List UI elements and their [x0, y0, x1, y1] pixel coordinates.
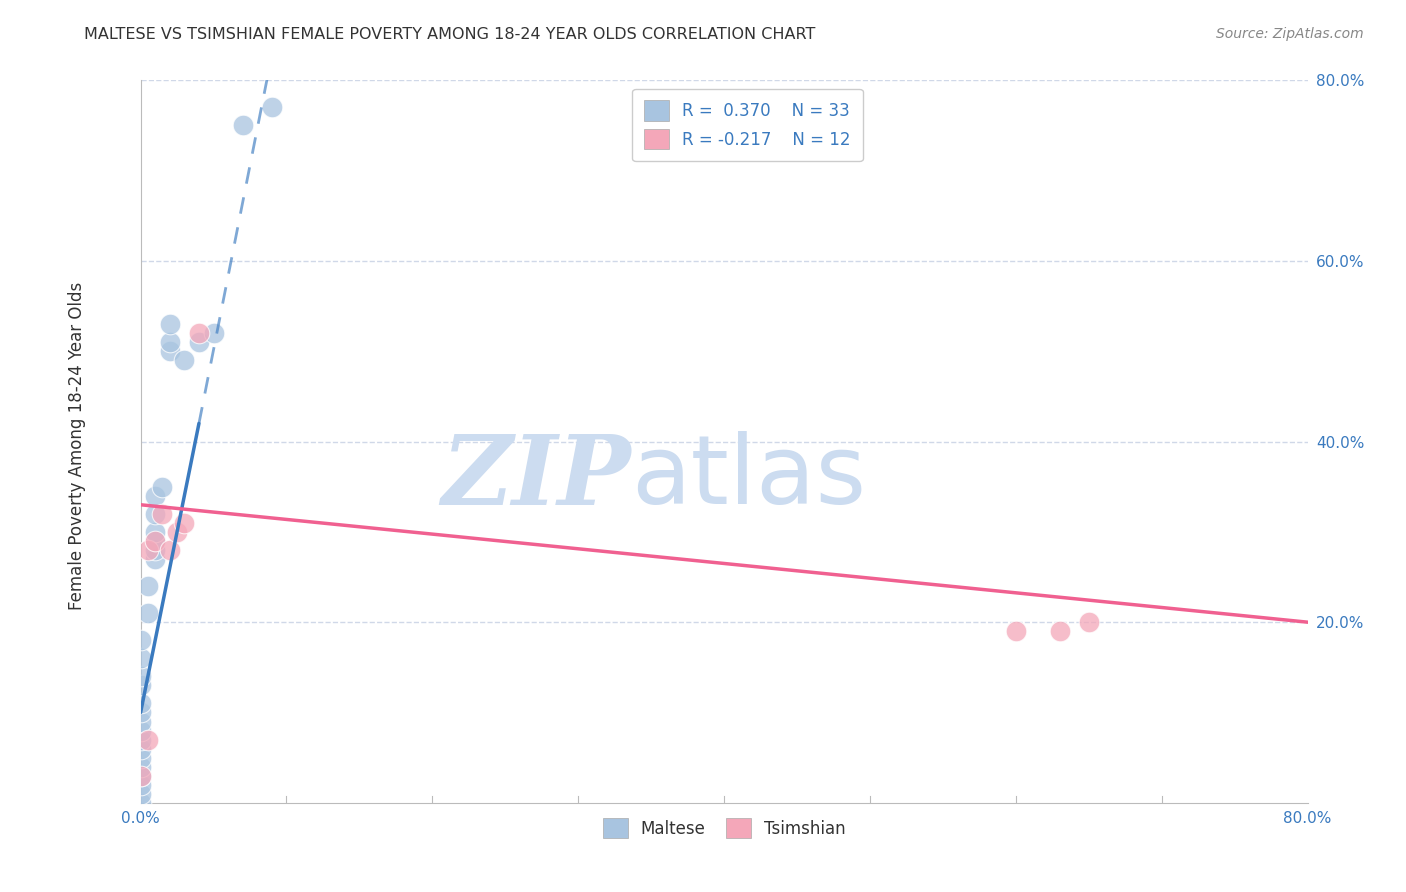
- Point: [159, 344, 181, 359]
- Point: [129, 796, 152, 810]
- Text: MALTESE VS TSIMSHIAN FEMALE POVERTY AMONG 18-24 YEAR OLDS CORRELATION CHART: MALTESE VS TSIMSHIAN FEMALE POVERTY AMON…: [84, 27, 815, 42]
- Text: Female Poverty Among 18-24 Year Olds: Female Poverty Among 18-24 Year Olds: [69, 282, 86, 610]
- Point: [129, 732, 152, 747]
- Point: [152, 480, 174, 494]
- Point: [129, 723, 152, 738]
- Point: [260, 100, 283, 114]
- Text: Source: ZipAtlas.com: Source: ZipAtlas.com: [1216, 27, 1364, 41]
- Point: [143, 489, 166, 503]
- Point: [159, 335, 181, 350]
- Point: [173, 353, 195, 368]
- Point: [143, 533, 166, 548]
- Point: [129, 760, 152, 774]
- Point: [232, 119, 254, 133]
- Point: [166, 524, 188, 539]
- Point: [143, 507, 166, 521]
- Point: [188, 326, 211, 340]
- Point: [136, 579, 159, 593]
- Point: [202, 326, 225, 340]
- Text: atlas: atlas: [631, 431, 866, 524]
- Point: [129, 714, 152, 729]
- Point: [129, 769, 152, 783]
- Point: [152, 507, 174, 521]
- Legend: Maltese, Tsimshian: Maltese, Tsimshian: [596, 812, 852, 845]
- Point: [188, 335, 211, 350]
- Point: [129, 697, 152, 711]
- Point: [1049, 624, 1071, 639]
- Point: [143, 524, 166, 539]
- Point: [136, 606, 159, 620]
- Point: [129, 678, 152, 692]
- Point: [129, 741, 152, 756]
- Point: [129, 706, 152, 720]
- Point: [129, 750, 152, 764]
- Point: [129, 651, 152, 665]
- Point: [159, 542, 181, 557]
- Point: [129, 769, 152, 783]
- Point: [1077, 615, 1099, 630]
- Text: ZIP: ZIP: [441, 431, 631, 524]
- Point: [1005, 624, 1028, 639]
- Point: [129, 633, 152, 648]
- Point: [129, 787, 152, 801]
- Point: [159, 317, 181, 331]
- Point: [136, 732, 159, 747]
- Point: [143, 552, 166, 566]
- Point: [173, 516, 195, 530]
- Point: [143, 533, 166, 548]
- Point: [129, 778, 152, 792]
- Point: [136, 542, 159, 557]
- Point: [143, 542, 166, 557]
- Point: [129, 669, 152, 683]
